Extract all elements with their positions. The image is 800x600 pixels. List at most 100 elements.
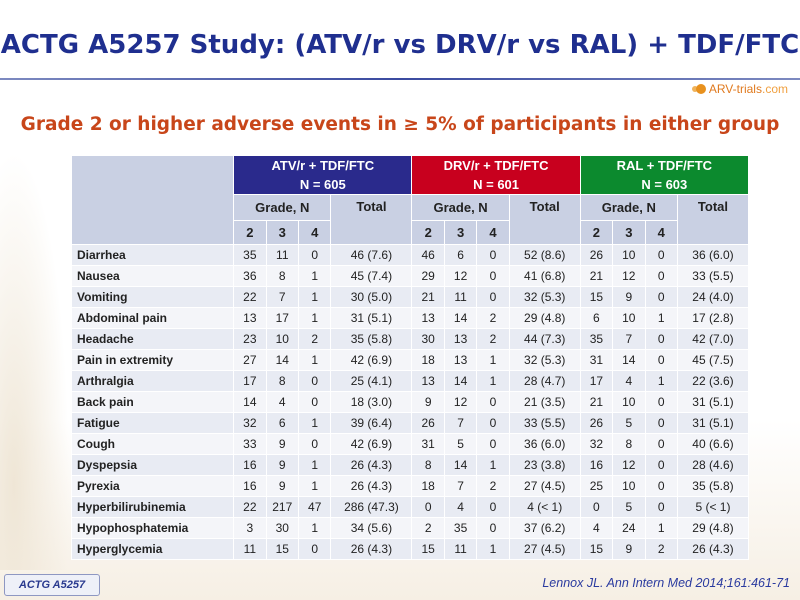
table-cell: 18	[411, 475, 445, 497]
table-cell: 12	[612, 454, 646, 476]
logo-name: ARV-trials	[708, 82, 762, 96]
table-cell: 0	[644, 286, 678, 308]
table-row: Back pain 14 4 0 18 (3.0) 9 12 0 21 (3.5) 21 10 0 31…	[70, 391, 750, 413]
table-cell: 27	[233, 349, 267, 371]
table-cell: 0	[297, 538, 332, 560]
table-cell: 23	[233, 328, 267, 350]
table-cell: 0	[644, 433, 678, 455]
table-cell: 26	[579, 412, 614, 434]
table-cell: 2	[644, 538, 678, 560]
grade-3-header: 3	[443, 220, 478, 245]
table-cell: 32	[233, 412, 267, 434]
table-cell: 8	[411, 454, 445, 476]
table-cell: 9	[612, 286, 646, 308]
grade-2-header: 2	[579, 220, 614, 245]
table-cell: 25	[579, 475, 614, 497]
group-n: N = 603	[641, 177, 688, 192]
table-cell: 11	[265, 244, 299, 266]
event-name: Cough	[70, 433, 235, 455]
table-cell: 0	[644, 328, 678, 350]
table-cell: 14	[443, 307, 478, 329]
table-cell: 10	[612, 244, 646, 266]
group-header-ral: RAL + TDF/FTC N = 603	[579, 155, 750, 195]
adverse-events-body: Diarrhea 35 11 0 46 (7.6) 46 6 0 52 (8.6) 26 10 0 36…	[70, 244, 750, 560]
table-cell: 10	[612, 307, 646, 329]
table-cell: 1	[297, 475, 332, 497]
grade-2-header: 2	[411, 220, 445, 245]
table-cell: 22	[233, 496, 267, 518]
table-cell: 1	[644, 307, 678, 329]
table-cell: 33 (5.5)	[676, 265, 750, 287]
grade-2-header: 2	[233, 220, 267, 245]
table-cell: 40 (6.6)	[676, 433, 750, 455]
table-cell: 12	[443, 265, 478, 287]
table-cell: 26 (4.3)	[330, 475, 413, 497]
table-cell: 23 (3.8)	[508, 454, 581, 476]
table-row: Arthralgia 17 8 0 25 (4.1) 13 14 1 28 (4.7) 17 4 1 2…	[70, 370, 750, 392]
table-cell: 1	[297, 349, 332, 371]
table-cell: 2	[297, 328, 332, 350]
table-cell: 26	[579, 244, 614, 266]
background-decoration	[0, 150, 70, 570]
table-cell: 0	[644, 265, 678, 287]
event-name: Hypophosphatemia	[70, 517, 235, 539]
table-cell: 1	[476, 370, 510, 392]
table-cell: 0	[476, 391, 510, 413]
table-cell: 26 (4.3)	[330, 538, 413, 560]
table-cell: 0	[476, 244, 510, 266]
table-cell: 21	[579, 265, 614, 287]
table-cell: 27 (4.5)	[508, 475, 581, 497]
table-cell: 7	[443, 475, 478, 497]
table-cell: 15	[579, 538, 614, 560]
table-cell: 13	[411, 307, 445, 329]
table-cell: 8	[265, 370, 299, 392]
table-cell: 44 (7.3)	[508, 328, 581, 350]
table-row: Headache 23 10 2 35 (5.8) 30 13 2 44 (7.3) 35 7 0 42…	[70, 328, 750, 350]
table-cell: 29 (4.8)	[508, 307, 581, 329]
table-cell: 7	[265, 286, 299, 308]
table-cell: 1	[297, 307, 332, 329]
table-cell: 31	[579, 349, 614, 371]
table-cell: 0	[644, 244, 678, 266]
table-cell: 42 (7.0)	[676, 328, 750, 350]
adverse-events-table: ATV/r + TDF/FTC N = 605 DRV/r + TDF/FTC …	[70, 155, 750, 560]
table-cell: 4	[579, 517, 614, 539]
logo-icon	[695, 84, 706, 94]
event-name: Fatigue	[70, 412, 235, 434]
table-cell: 2	[476, 475, 510, 497]
table-cell: 17	[579, 370, 614, 392]
table-cell: 3	[233, 517, 267, 539]
table-cell: 0	[476, 517, 510, 539]
table-cell: 9	[265, 454, 299, 476]
table-cell: 0	[644, 454, 678, 476]
table-cell: 1	[297, 412, 332, 434]
table-cell: 14	[612, 349, 646, 371]
table-cell: 15	[265, 538, 299, 560]
table-row: Fatigue 32 6 1 39 (6.4) 26 7 0 33 (5.5) 26 5 0 31 (5…	[70, 412, 750, 434]
table-cell: 0	[476, 496, 510, 518]
event-name: Abdominal pain	[70, 307, 235, 329]
group-n: N = 605	[299, 177, 346, 192]
table-cell: 46	[411, 244, 445, 266]
table-cell: 1	[297, 517, 332, 539]
group-n: N = 601	[473, 177, 520, 192]
table-cell: 0	[476, 433, 510, 455]
table-cell: 0	[476, 286, 510, 308]
event-name: Diarrhea	[70, 244, 235, 266]
table-cell: 16	[579, 454, 614, 476]
group-name: DRV/r + TDF/FTC	[443, 158, 549, 173]
table-cell: 9	[265, 433, 299, 455]
table-cell: 1	[297, 454, 332, 476]
table-cell: 18	[411, 349, 445, 371]
table-cell: 0	[297, 244, 332, 266]
slide-title: ACTG A5257 Study: (ATV/r vs DRV/r vs RAL…	[0, 30, 800, 60]
table-cell: 14	[443, 454, 478, 476]
table-cell: 35	[443, 517, 478, 539]
table-cell: 0	[644, 475, 678, 497]
table-cell: 21	[411, 286, 445, 308]
table-cell: 37 (6.2)	[508, 517, 581, 539]
table-cell: 6	[443, 244, 478, 266]
table-cell: 10	[265, 328, 299, 350]
table-cell: 30	[265, 517, 299, 539]
table-cell: 0	[476, 265, 510, 287]
